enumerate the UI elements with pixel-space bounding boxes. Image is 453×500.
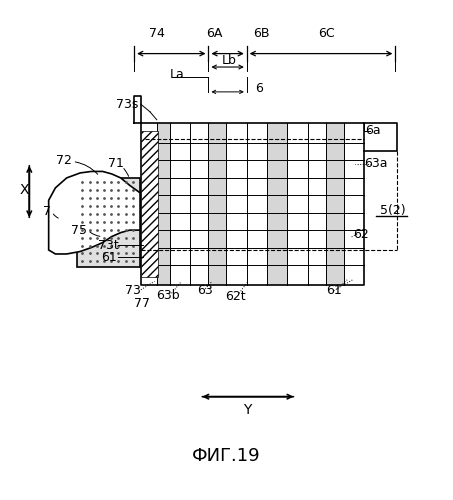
Bar: [77, 178, 140, 268]
Text: 6A: 6A: [206, 27, 222, 40]
Text: 73t: 73t: [98, 238, 119, 252]
Text: 6C: 6C: [318, 27, 335, 40]
Bar: [267, 123, 287, 285]
Text: 77: 77: [134, 297, 150, 310]
Text: 75: 75: [71, 224, 87, 236]
Text: 63a: 63a: [364, 158, 388, 170]
Text: 63b: 63b: [156, 289, 180, 302]
Text: 61: 61: [326, 284, 342, 298]
Text: 74: 74: [149, 27, 164, 40]
Text: 6B: 6B: [253, 27, 270, 40]
Text: 6a: 6a: [366, 124, 381, 137]
Text: La: La: [170, 68, 184, 81]
Text: X: X: [20, 184, 29, 198]
Text: 71: 71: [108, 158, 124, 170]
Text: 73: 73: [125, 284, 141, 298]
Text: Y: Y: [243, 403, 251, 417]
Bar: [157, 123, 170, 285]
Bar: [141, 130, 158, 278]
Text: 72: 72: [56, 154, 72, 167]
Text: 5(2): 5(2): [380, 204, 405, 216]
Bar: [326, 123, 343, 285]
Bar: [208, 123, 226, 285]
Text: 62: 62: [353, 228, 369, 240]
Text: Lb: Lb: [222, 54, 236, 66]
Text: 7: 7: [43, 204, 51, 218]
Text: 62t: 62t: [225, 290, 246, 302]
Text: ФИГ.19: ФИГ.19: [192, 448, 261, 466]
Text: 6: 6: [255, 82, 263, 96]
Text: 61: 61: [101, 251, 116, 264]
Polygon shape: [48, 172, 140, 254]
Text: 73s: 73s: [116, 98, 139, 111]
Text: 63: 63: [197, 284, 213, 298]
